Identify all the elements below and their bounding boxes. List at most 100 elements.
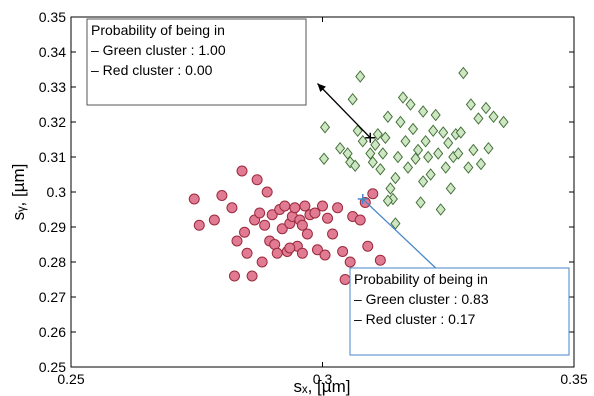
- red-cluster-point: [374, 254, 386, 266]
- red-cluster-point: [241, 247, 253, 259]
- green-cluster-point: [410, 152, 421, 166]
- green-cluster-point: [335, 141, 346, 155]
- red-cluster-point: [246, 270, 258, 282]
- green-cluster-point: [445, 182, 456, 195]
- red-cluster-point: [332, 202, 344, 214]
- green-cluster-point: [425, 168, 436, 181]
- green-cluster-point: [355, 70, 366, 83]
- green-cluster-point: [402, 161, 414, 174]
- green-cluster-point: [440, 161, 451, 174]
- green-cluster-point: [390, 171, 401, 185]
- annotation-line: – Green cluster : 0.83: [354, 291, 489, 307]
- red-cluster-point: [299, 200, 311, 212]
- annotation-line: – Red cluster : 0.17: [354, 311, 476, 327]
- red-cluster-point: [284, 242, 296, 254]
- y-tick-label: 0.27: [39, 289, 66, 305]
- green-cluster-point: [458, 66, 469, 80]
- annotation-arrowhead: [317, 83, 326, 93]
- green-cluster-point: [435, 203, 446, 216]
- green-cluster-point: [473, 112, 484, 125]
- green-cluster-point: [357, 134, 368, 148]
- red-cluster-point: [319, 249, 331, 261]
- red-cluster-point: [226, 202, 238, 214]
- y-tick-label: 0.34: [39, 44, 66, 60]
- green-cluster-point: [347, 92, 358, 106]
- annotation-line: Probability of being in: [354, 271, 488, 287]
- green-cluster-point: [382, 194, 393, 208]
- red-cluster-point: [276, 223, 288, 235]
- red-cluster-point: [271, 247, 283, 259]
- annotation-box: [86, 18, 307, 106]
- y-tick-label: 0.3: [47, 184, 67, 200]
- annotation-line: – Green cluster : 1.00: [91, 42, 226, 58]
- green-cluster-point: [480, 101, 492, 115]
- green-cluster-point: [375, 162, 386, 176]
- green-cluster-point: [385, 182, 396, 195]
- red-cluster-point: [279, 200, 291, 212]
- red-cluster-point: [236, 165, 248, 177]
- green-cluster-point: [372, 127, 383, 141]
- annotation-line: – Red cluster : 0.00: [91, 62, 213, 78]
- green-cluster-point: [370, 138, 381, 152]
- y-tick-label: 0.35: [39, 9, 66, 25]
- red-cluster-point: [367, 188, 379, 200]
- green-cluster-point: [468, 143, 479, 157]
- y-tick-label: 0.29: [39, 219, 66, 235]
- green-cluster-point: [318, 152, 330, 166]
- green-cluster-point: [319, 120, 331, 134]
- annotation-box: [349, 267, 570, 356]
- green-cluster-point: [443, 136, 454, 150]
- axis-ticks: 0.25 0.3 0.35 0.25 0.26 0.27 0.28 0.29 0.3 0.31 0.…: [39, 9, 588, 387]
- x-tick-label: 0.3: [313, 371, 333, 387]
- y-tick-label: 0.33: [39, 79, 66, 95]
- annotations: Probability of being in – Green cluster :…: [86, 18, 570, 356]
- red-cluster-point: [239, 226, 251, 238]
- green-cluster-point: [418, 175, 429, 188]
- green-cluster-point: [397, 91, 409, 104]
- x-tick-label: 0.35: [560, 371, 587, 387]
- green-cluster-point: [413, 143, 424, 157]
- green-cluster-point: [367, 155, 378, 169]
- red-cluster-point: [259, 219, 271, 231]
- green-cluster-point: [465, 98, 476, 111]
- red-cluster-point: [261, 186, 273, 198]
- red-cluster-point: [228, 270, 240, 282]
- green-cluster-point: [390, 217, 401, 230]
- green-cluster-point: [365, 147, 376, 160]
- red-cluster-point: [327, 228, 339, 240]
- green-cluster-point: [428, 124, 439, 138]
- green-cluster-point: [453, 147, 464, 160]
- red-cluster-point: [301, 228, 313, 240]
- green-cluster-point: [433, 147, 444, 160]
- green-cluster-point: [463, 161, 474, 174]
- red-cluster-point: [337, 246, 349, 257]
- red-cluster-point: [309, 207, 321, 219]
- green-cluster-point: [418, 105, 429, 118]
- red-cluster-point: [296, 219, 308, 231]
- y-tick-label: 0.26: [39, 324, 66, 340]
- green-cluster-point: [342, 147, 353, 160]
- red-cluster-point: [231, 235, 243, 247]
- red-cluster-point: [354, 214, 366, 226]
- green-cluster-point: [475, 157, 486, 171]
- y-tick-label: 0.32: [39, 114, 66, 130]
- green-cluster-point: [392, 150, 403, 164]
- green-cluster-point: [455, 126, 466, 139]
- red-cluster-point: [251, 174, 263, 186]
- red-cluster-point: [256, 256, 268, 268]
- green-cluster-point: [377, 147, 388, 160]
- red-cluster-point: [254, 207, 266, 219]
- red-cluster-point: [188, 193, 200, 205]
- green-cluster-point: [395, 115, 406, 129]
- red-cluster-point: [344, 256, 356, 268]
- green-cluster-point: [483, 141, 494, 155]
- y-tick-label: 0.28: [39, 254, 66, 270]
- green-cluster-point: [438, 126, 449, 139]
- red-cluster-point: [322, 212, 334, 224]
- red-cluster-point: [266, 209, 278, 221]
- x-axis-label: sₓ, [µm]: [294, 377, 351, 396]
- green-cluster-point: [405, 98, 416, 111]
- y-axis-label: sᵧ, [µm]: [9, 164, 28, 221]
- data-points: [188, 66, 509, 285]
